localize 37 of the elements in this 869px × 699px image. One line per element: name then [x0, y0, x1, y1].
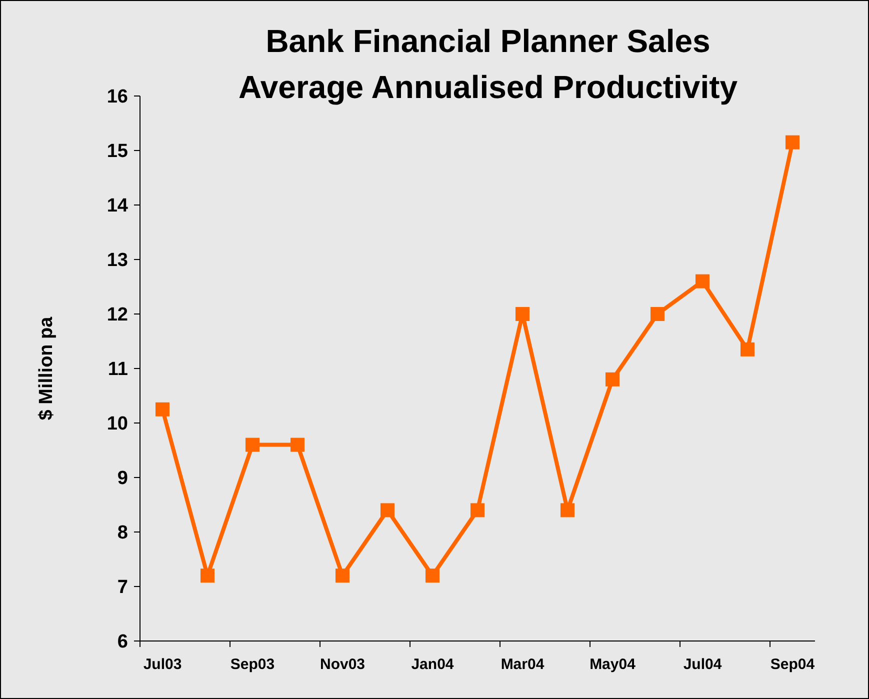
x-tick-label: Mar04: [500, 656, 545, 673]
point: [516, 307, 530, 321]
point: [650, 307, 664, 321]
y-tick-label: 16: [106, 86, 128, 108]
point: [470, 503, 484, 518]
y-tick-label: 10: [106, 414, 128, 435]
y-tick-label: 7: [117, 577, 128, 598]
x-tick-label: Jul04: [683, 656, 722, 673]
point: [290, 438, 304, 452]
x-tick-label: Jan04: [411, 656, 454, 673]
point: [336, 568, 350, 583]
chart-title: Bank Financial Planner Sales: [266, 23, 710, 59]
y-tick-label: 14: [106, 196, 128, 217]
y-tick-label: 13: [106, 250, 128, 272]
point: [606, 372, 620, 386]
point: [380, 503, 394, 518]
y-tick-label: 15: [106, 141, 128, 162]
point: [200, 568, 214, 583]
x-tick-label: Sep04: [770, 656, 816, 673]
point: [786, 135, 800, 150]
point: [696, 274, 710, 288]
y-axis-title: $ Million pa: [36, 316, 57, 420]
point: [740, 342, 754, 356]
y-tick-label: 12: [106, 304, 128, 326]
point: [560, 503, 574, 518]
x-tick-label: Nov03: [320, 656, 366, 673]
y-tick-label: 6: [117, 632, 128, 653]
point: [156, 402, 170, 416]
y-tick-label: 8: [117, 522, 128, 544]
y-tick-label: 11: [108, 359, 128, 380]
y-tick-label: 9: [117, 468, 128, 490]
x-tick-label: Sep03: [230, 656, 275, 673]
x-tick-label: May04: [590, 656, 636, 673]
x-tick-label: Jul03: [143, 656, 182, 673]
point: [426, 568, 440, 583]
chart-subtitle: Average Annualised Productivity: [238, 69, 738, 105]
point: [246, 438, 260, 452]
